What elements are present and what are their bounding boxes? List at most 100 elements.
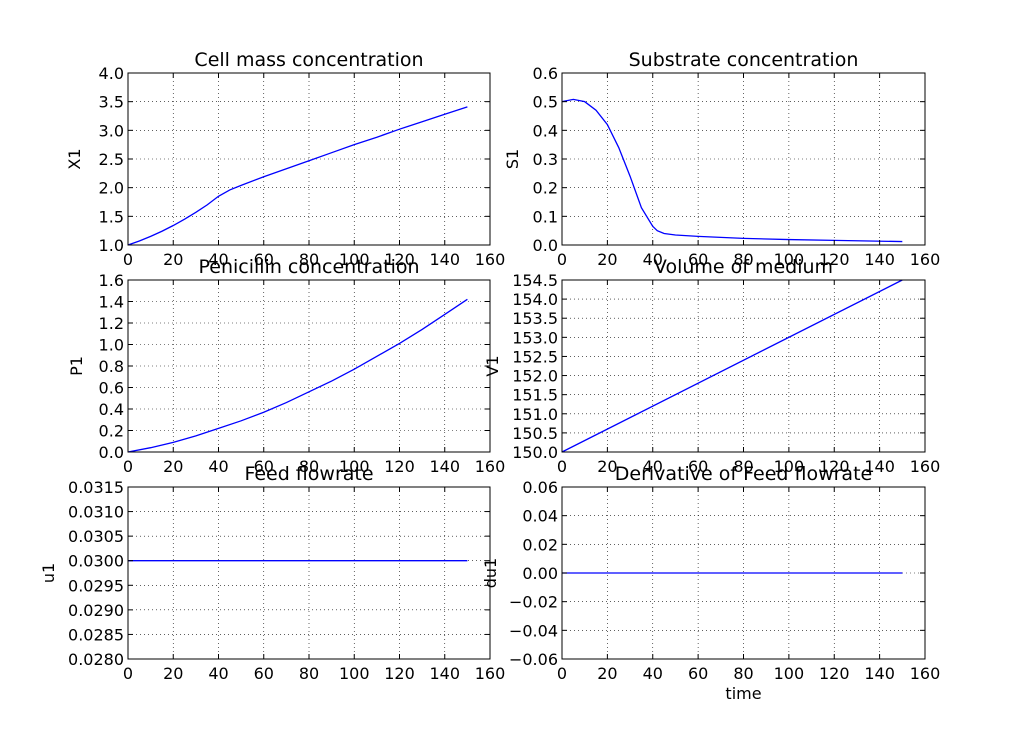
- y-tick-label: 152.0: [512, 367, 558, 386]
- x-tick-label: 120: [819, 664, 850, 683]
- y-tick-label: 0.06: [522, 478, 558, 497]
- y-tick-label: 154.0: [512, 290, 558, 309]
- y-tick-label: 0.4: [533, 121, 558, 140]
- y-tick-label: 0.0280: [68, 650, 124, 669]
- y-tick-label: 0.04: [522, 507, 558, 526]
- x-tick-label: 0: [557, 664, 567, 683]
- x-tick-label: 160: [910, 457, 941, 476]
- y-tick-label: 0.0: [99, 443, 124, 462]
- y-axis-label: X1: [65, 148, 84, 169]
- subplot-2: 0 20 40 60 80 100 120 140 160 0.0 0.1 0.2 0.3 0.4 0.5 0…: [503, 49, 940, 269]
- x-tick-label: 20: [163, 250, 183, 269]
- subplot-1: 0 20 40 60 80 100 120 140 160 1.0 1.5 2.0 2.5 3.0 3.5 4…: [65, 49, 505, 269]
- y-tick-label: 1.0: [99, 336, 124, 355]
- x-tick-label: 0: [557, 457, 567, 476]
- x-tick-label: 120: [384, 457, 415, 476]
- x-tick-label: 140: [429, 250, 460, 269]
- y-tick-label: 0.02: [522, 535, 558, 554]
- x-tick-label: 160: [475, 664, 506, 683]
- x-tick-label: 140: [864, 250, 895, 269]
- x-tick-label: 40: [208, 457, 228, 476]
- x-tick-label: 80: [299, 250, 319, 269]
- y-tick-label: 151.5: [512, 386, 558, 405]
- x-tick-label: 80: [299, 457, 319, 476]
- y-tick-label: 1.5: [99, 207, 124, 226]
- y-tick-label: 0.6: [99, 379, 124, 398]
- x-tick-label: 0: [123, 457, 133, 476]
- y-tick-label: 154.5: [512, 271, 558, 290]
- x-tick-label: 40: [643, 250, 663, 269]
- y-tick-label: 0.00: [522, 564, 558, 583]
- x-tick-label: 120: [819, 457, 850, 476]
- x-tick-label: 120: [384, 664, 415, 683]
- x-tick-label: 100: [774, 664, 805, 683]
- y-tick-label: −0.02: [509, 593, 558, 612]
- y-tick-label: 2.0: [99, 179, 124, 198]
- y-tick-label: 0.0: [533, 236, 558, 255]
- subplot-title: Derivative of Feed flowrate: [615, 463, 872, 485]
- y-tick-label: 0.0295: [68, 576, 124, 595]
- subplot-3: 0 20 40 60 80 100 120 140 160 0.0 0.2 0.4 0.6 0.8 1.0 1…: [67, 256, 505, 476]
- y-tick-label: −0.06: [509, 650, 558, 669]
- y-axis-label: S1: [503, 149, 522, 169]
- x-tick-label: 80: [733, 664, 753, 683]
- y-tick-label: 153.5: [512, 309, 558, 328]
- y-tick-label: 153.0: [512, 328, 558, 347]
- x-tick-label: 160: [910, 250, 941, 269]
- y-tick-label: 0.6: [533, 64, 558, 83]
- subplot-title: Cell mass concentration: [194, 49, 423, 71]
- subplot-6: 0 20 40 60 80 100 120 140 160 −0.06 −0.04 −0.02 0.00…: [481, 463, 940, 703]
- y-tick-label: −0.04: [509, 621, 558, 640]
- y-axis-label: V1: [483, 355, 502, 376]
- y-tick-label: 0.3: [533, 150, 558, 169]
- y-tick-label: 1.0: [99, 236, 124, 255]
- axes-frame: [561, 279, 926, 453]
- x-tick-label: 160: [910, 664, 941, 683]
- x-tick-label: 140: [429, 457, 460, 476]
- x-tick-label: 160: [475, 457, 506, 476]
- y-tick-label: 0.5: [533, 93, 558, 112]
- x-tick-label: 40: [208, 664, 228, 683]
- subplot-title: Volume of medium: [654, 256, 833, 278]
- x-tick-label: 20: [597, 457, 617, 476]
- y-tick-label: 0.0285: [68, 625, 124, 644]
- y-tick-label: 150.5: [512, 424, 558, 443]
- y-tick-label: 3.0: [99, 121, 124, 140]
- subplot-title: Penicillin concentration: [198, 256, 419, 278]
- y-tick-label: 0.0300: [68, 552, 124, 571]
- y-tick-label: 2.5: [99, 150, 124, 169]
- x-tick-label: 80: [733, 457, 753, 476]
- x-tick-label: 100: [339, 457, 370, 476]
- x-tick-label: 80: [733, 250, 753, 269]
- y-axis-label: P1: [67, 356, 86, 376]
- y-tick-label: 4.0: [99, 64, 124, 83]
- x-axis-label: time: [725, 684, 761, 703]
- y-tick-label: 0.8: [99, 357, 124, 376]
- x-tick-label: 60: [254, 457, 274, 476]
- x-tick-label: 40: [643, 664, 663, 683]
- x-tick-label: 20: [597, 250, 617, 269]
- y-tick-label: 0.1: [533, 207, 558, 226]
- subplot-5: 0 20 40 60 80 100 120 140 160 0.0280 0.0285 0.0290 0…: [39, 463, 505, 683]
- x-tick-label: 100: [774, 457, 805, 476]
- x-tick-label: 0: [557, 250, 567, 269]
- subplot-title: Substrate concentration: [629, 49, 859, 71]
- x-tick-label: 20: [597, 664, 617, 683]
- series-line-1: [561, 279, 903, 453]
- x-tick-label: 60: [688, 664, 708, 683]
- subplot-4: 0 20 40 60 80 100 120 140 160 150.0150.5151.0151.…: [483, 256, 940, 476]
- x-tick-label: 100: [774, 250, 805, 269]
- series-line-1: [561, 98, 903, 243]
- y-axis-label: u1: [39, 563, 58, 583]
- y-tick-label: 151.0: [512, 405, 558, 424]
- x-tick-label: 60: [254, 250, 274, 269]
- series-line-1: [127, 298, 468, 453]
- x-tick-label: 20: [163, 664, 183, 683]
- y-tick-label: 1.2: [99, 314, 124, 333]
- x-tick-label: 140: [429, 664, 460, 683]
- x-tick-label: 0: [123, 664, 133, 683]
- axes-frame: [127, 486, 491, 660]
- y-tick-label: 1.6: [99, 271, 124, 290]
- x-tick-label: 100: [339, 250, 370, 269]
